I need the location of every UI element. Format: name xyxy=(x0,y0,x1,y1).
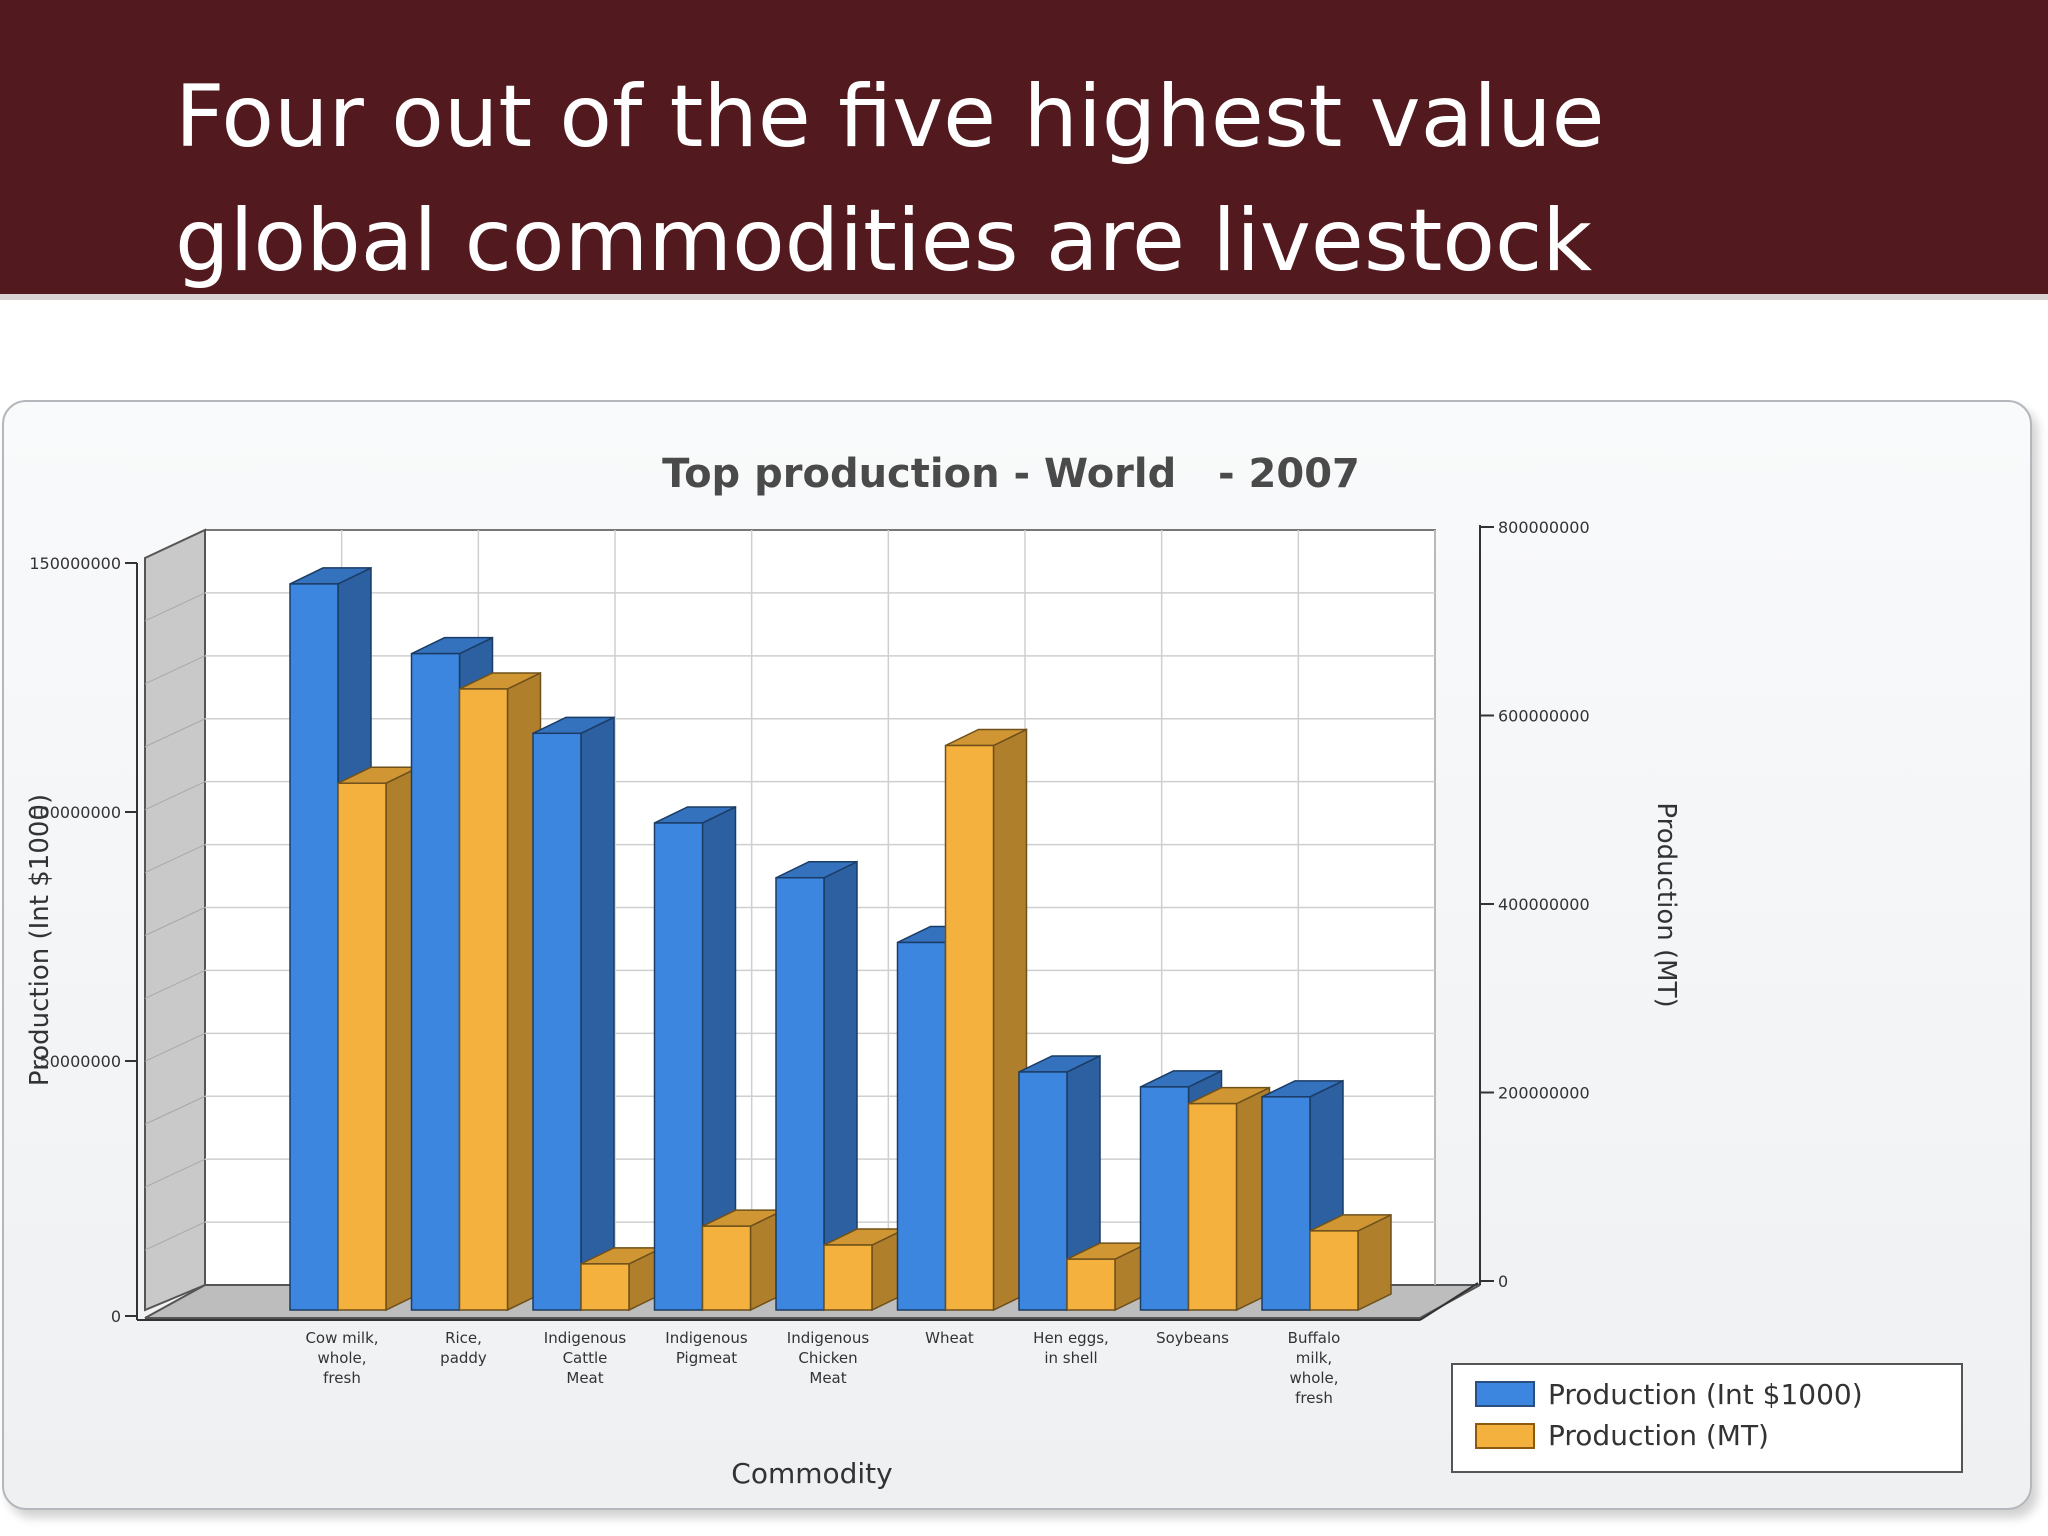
bar-mt-8-front xyxy=(1309,1230,1359,1311)
title-banner: Four out of the five highest value globa… xyxy=(0,0,2048,300)
bar-mt-6-front xyxy=(1066,1258,1116,1311)
bar-mt-4-front xyxy=(823,1244,873,1311)
chart-title: Top production - World - 2007 xyxy=(662,451,1360,497)
y-tick-label-left: 50000000 xyxy=(40,1052,121,1071)
x-tick-label: Buffalo milk, whole, fresh xyxy=(1288,1329,1341,1407)
gridline-side xyxy=(144,1095,206,1125)
x-tick-label-line: milk, xyxy=(1296,1349,1332,1367)
bar-mt-2 xyxy=(580,1246,663,1312)
tick-labels: 0 50000000 100000000 150000000 0 200000000 400… xyxy=(29,518,1589,1407)
x-tick-label-line: fresh xyxy=(1295,1389,1333,1407)
bar-int-1-front xyxy=(410,652,461,1311)
bar-int-0-front xyxy=(289,583,339,1311)
bar-mt-0 xyxy=(337,766,420,1312)
bar-mt-6 xyxy=(1066,1241,1149,1312)
x-tick-label: Wheat xyxy=(925,1329,974,1347)
x-axis-depth xyxy=(1419,1282,1479,1321)
x-axis-label: Commodity xyxy=(731,1457,892,1490)
y-tick-label-right: 0 xyxy=(1498,1272,1508,1291)
x-tick-label-line: Soybeans xyxy=(1156,1329,1229,1347)
gridline-side xyxy=(144,969,206,999)
legend-box xyxy=(1451,1363,1963,1473)
x-tick-label-line: Cattle xyxy=(563,1349,608,1367)
x-tick-label-line: Rice, xyxy=(445,1329,482,1347)
bar-int-8-front xyxy=(1261,1096,1311,1311)
y-axis-label-left: Production (Int $1000) xyxy=(25,794,55,1086)
gridline-side xyxy=(144,655,206,685)
bar-mt-4 xyxy=(823,1227,906,1312)
bar-mt-3 xyxy=(701,1208,785,1312)
legend-label-mt: Production (MT) xyxy=(1548,1419,1769,1452)
gridline-side xyxy=(144,1158,206,1188)
x-tick-label-line: paddy xyxy=(440,1349,487,1367)
gridline-side xyxy=(144,781,206,811)
axes xyxy=(125,525,1494,1321)
bar-int-5-front xyxy=(896,941,947,1311)
y-tick-label-right: 800000000 xyxy=(1498,518,1590,537)
x-tick-label: Hen eggs, in shell xyxy=(1033,1329,1109,1367)
legend-label-int: Production (Int $1000) xyxy=(1548,1378,1863,1411)
y-tick-label-right: 400000000 xyxy=(1498,895,1590,914)
x-tick-label: Soybeans xyxy=(1156,1329,1229,1347)
bars xyxy=(289,566,1392,1312)
bar-int-2 xyxy=(532,716,615,1312)
gridline-side xyxy=(144,1032,206,1062)
bar-int-2-front xyxy=(532,732,582,1311)
bar-int-4-front xyxy=(775,876,825,1311)
bar-mt-8 xyxy=(1309,1213,1392,1312)
x-tick-label: Cow milk, whole, fresh xyxy=(305,1329,378,1387)
bar-int-7-front xyxy=(1139,1086,1190,1311)
x-tick-label: Indigenous Pigmeat xyxy=(665,1329,748,1367)
x-tick-label: Indigenous Cattle Meat xyxy=(544,1329,627,1387)
x-tick-label: Rice, paddy xyxy=(440,1329,487,1367)
bar-mt-5-front xyxy=(944,744,995,1311)
x-tick-label-line: Indigenous xyxy=(665,1329,748,1347)
y-tick-label-left: 0 xyxy=(111,1307,121,1326)
gridline-side xyxy=(144,1221,206,1251)
bar-mt-1 xyxy=(458,671,542,1312)
x-tick-label-line: Meat xyxy=(566,1369,603,1387)
bar-int-6-front xyxy=(1018,1071,1068,1311)
x-tick-label-line: whole, xyxy=(317,1349,366,1367)
bar-mt-1-front xyxy=(458,688,509,1311)
gridline-side xyxy=(144,718,206,748)
x-tick-label-line: Pigmeat xyxy=(676,1349,737,1367)
y-tick-label-right: 600000000 xyxy=(1498,707,1590,726)
y-axis-label-right: Production (MT) xyxy=(1651,802,1681,1007)
x-tick-label-line: Buffalo xyxy=(1288,1329,1341,1347)
x-tick-label-line: fresh xyxy=(323,1369,361,1387)
bar-mt-7 xyxy=(1187,1086,1271,1312)
x-tick-label-line: Indigenous xyxy=(787,1329,870,1347)
bar-mt-3-front xyxy=(701,1225,752,1311)
bar-int-2-side xyxy=(580,716,615,1312)
gridline-side xyxy=(144,844,206,874)
x-tick-label-line: Cow milk, xyxy=(305,1329,378,1347)
bar-int-3-front xyxy=(653,822,704,1311)
legend: Production (Int $1000) Production (MT) xyxy=(1451,1363,1963,1473)
x-tick-label-line: Hen eggs, xyxy=(1033,1329,1109,1347)
slide-title: Four out of the five highest value globa… xyxy=(175,67,1605,291)
legend-swatch-int xyxy=(1475,1381,1535,1407)
x-tick-label-line: Chicken xyxy=(798,1349,857,1367)
legend-swatch-mt xyxy=(1475,1423,1535,1449)
bar-mt-2-front xyxy=(580,1263,630,1311)
x-tick-label: Indigenous Chicken Meat xyxy=(787,1329,870,1387)
x-tick-label-line: Meat xyxy=(809,1369,846,1387)
gridline-side xyxy=(144,592,206,622)
bar-mt-7-front xyxy=(1187,1102,1238,1311)
x-tick-label-line: Wheat xyxy=(925,1329,974,1347)
y-tick-label-left: 100000000 xyxy=(29,803,121,822)
y-tick-label-left: 150000000 xyxy=(29,554,121,573)
side-wall xyxy=(144,528,206,1312)
bar-mt-5 xyxy=(944,728,1028,1312)
x-tick-label-line: in shell xyxy=(1044,1349,1097,1367)
x-tick-label-line: whole, xyxy=(1289,1369,1338,1387)
y-tick-label-right: 200000000 xyxy=(1498,1084,1590,1103)
bar-mt-0-front xyxy=(337,782,387,1311)
x-tick-label-line: Indigenous xyxy=(544,1329,627,1347)
bar-int-4 xyxy=(775,860,858,1312)
gridline-side xyxy=(144,907,206,936)
